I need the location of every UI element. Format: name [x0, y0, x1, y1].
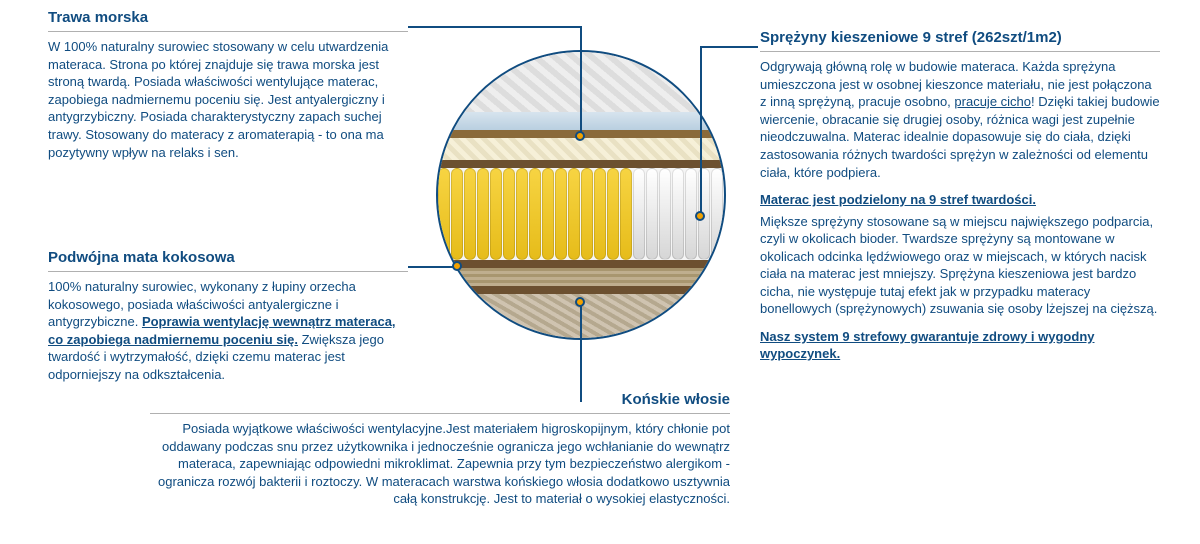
section-paragraph-2: Miększe sprężyny stosowane są w miejscu … — [760, 213, 1160, 318]
section-kokos: Podwójna mata kokosowa 100% naturalny su… — [48, 248, 408, 384]
section-title: Podwójna mata kokosowa — [48, 248, 408, 272]
section-sprezyny: Sprężyny kieszeniowe 9 stref (262szt/1m2… — [760, 28, 1160, 363]
section-text: 100% naturalny surowiec, wykonany z łupi… — [48, 278, 408, 383]
section-konskie-wlosie: Końskie włosie Posiada wyjątkowe właściw… — [150, 390, 730, 508]
layer-seagrass — [438, 138, 724, 160]
connector-dot — [575, 131, 585, 141]
connector-line — [580, 26, 582, 136]
connector-dot — [575, 297, 585, 307]
section-title: Sprężyny kieszeniowe 9 stref (262szt/1m2… — [760, 28, 1160, 52]
connector-line — [580, 302, 582, 402]
layer-divider-3 — [438, 260, 724, 268]
connector-dot — [452, 261, 462, 271]
connector-line — [408, 26, 580, 28]
section-paragraph-1: Odgrywają główną rolę w budowie materaca… — [760, 58, 1160, 181]
layer-coconut — [438, 268, 724, 286]
layer-divider-2 — [438, 160, 724, 168]
connector-line — [700, 46, 758, 48]
connector-line — [700, 46, 702, 216]
text-underline: pracuje cicho — [954, 94, 1031, 109]
section-closing: Nasz system 9 strefowy gwarantuje zdrowy… — [760, 328, 1160, 363]
section-text: Posiada wyjątkowe właściwości wentylacyj… — [150, 420, 730, 508]
section-subheading: Materac jest podzielony na 9 stref tward… — [760, 191, 1160, 209]
layer-springs — [438, 168, 724, 260]
layer-divider-4 — [438, 286, 724, 294]
connector-line — [408, 266, 456, 268]
section-text: W 100% naturalny surowiec stosowany w ce… — [48, 38, 408, 161]
section-title: Końskie włosie — [150, 390, 730, 414]
section-trawa-morska: Trawa morska W 100% naturalny surowiec s… — [48, 8, 408, 161]
connector-dot — [695, 211, 705, 221]
section-title: Trawa morska — [48, 8, 408, 32]
